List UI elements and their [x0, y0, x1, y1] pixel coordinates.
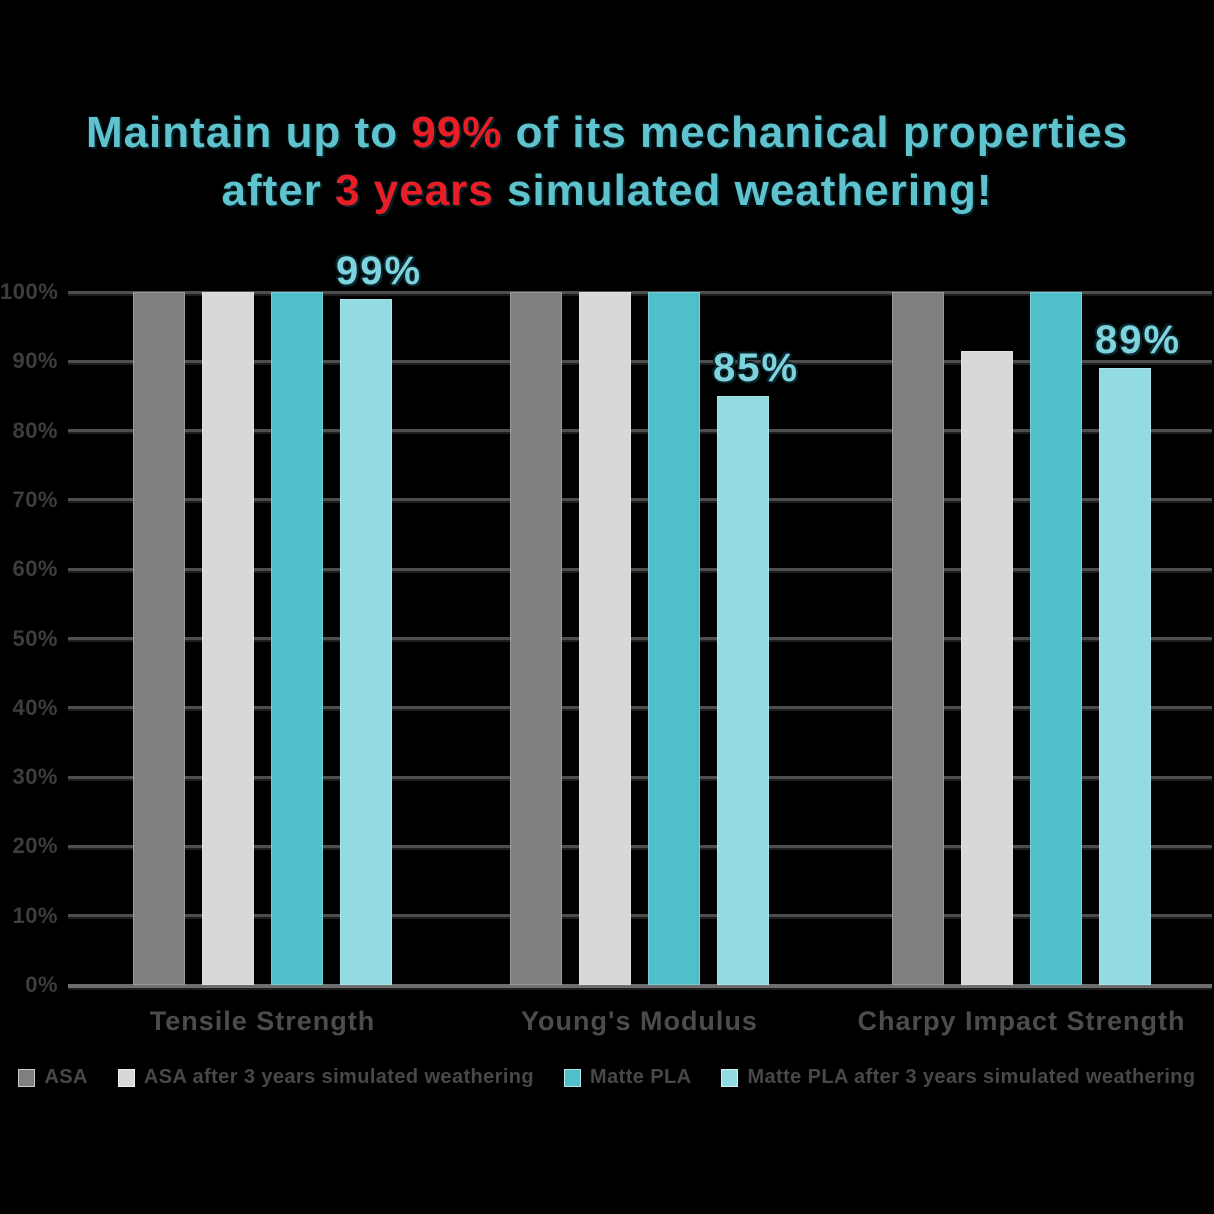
legend-item-asa: ASA: [18, 1066, 87, 1089]
legend-item-matte-pla-after-3-years-simulated-weathering: Matte PLA after 3 years simulated weathe…: [721, 1066, 1195, 1089]
bar-asa-after-3-years-simulated-weathering-charpy-impact-strength: [961, 350, 1013, 985]
y-axis-tick-label: 10%: [12, 902, 58, 928]
gridline-40: [68, 706, 1212, 710]
y-axis-tick-label: 100%: [0, 279, 59, 304]
legend-label-matte-pla-after-3-years-simulated-weathering: Matte PLA after 3 years simulated weathe…: [747, 1066, 1196, 1088]
gridline-90: [68, 359, 1212, 363]
title-text-teal: simulated weathering!: [493, 166, 993, 215]
legend-swatch-asa-after-3-years-simulated-weathering: [117, 1068, 135, 1087]
category-label-young-s-modulus: Young's Modulus: [521, 1006, 758, 1036]
y-axis-tick-label: 70%: [12, 486, 58, 512]
bar-matte-pla-young-s-modulus: [648, 292, 700, 985]
gridline-20: [68, 844, 1212, 848]
legend: ASA ASA after 3 years simulated weatherin…: [0, 1066, 1214, 1089]
bar-asa-young-s-modulus: [510, 292, 562, 985]
gridline-80: [68, 429, 1212, 433]
gridline-50: [68, 637, 1212, 640]
legend-swatch-asa: [18, 1068, 36, 1087]
legend-swatch-matte-pla-after-3-years-simulated-weathering: [721, 1068, 739, 1087]
bar-asa-charpy-impact-strength: [892, 292, 944, 985]
title-line-2: after 3 years simulated weathering!: [0, 162, 1214, 220]
bar-matte-pla-after-3-years-simulated-weathering-tensile-strength: [340, 298, 392, 985]
bar-asa-tensile-strength: [133, 292, 185, 985]
y-axis-tick-label: 90%: [12, 348, 58, 374]
legend-label-asa: ASA: [44, 1066, 88, 1088]
title-text-teal: of its mechanical properties: [502, 108, 1129, 157]
legend-item-matte-pla: Matte PLA: [564, 1066, 691, 1089]
legend-swatch-matte-pla: [564, 1068, 582, 1087]
title-text-red-3-years: 3 years: [335, 166, 494, 215]
bar-asa-after-3-years-simulated-weathering-young-s-modulus: [579, 292, 631, 985]
bar-matte-pla-after-3-years-simulated-weathering-young-s-modulus: [717, 395, 769, 985]
bar-value-label-89: 89%: [1095, 318, 1182, 363]
title-text-teal: Maintain up to: [85, 108, 412, 157]
title-text-red-99: 99%: [411, 108, 503, 157]
y-axis-tick-label: 60%: [12, 556, 58, 582]
gridline-30: [68, 775, 1212, 779]
bar-matte-pla-after-3-years-simulated-weathering-charpy-impact-strength: [1099, 368, 1151, 985]
y-axis-tick-label: 20%: [12, 833, 58, 859]
x-axis-line: [68, 983, 1212, 988]
bar-matte-pla-charpy-impact-strength: [1030, 292, 1082, 985]
title-line-1: Maintain up to 99% of its mechanical pro…: [0, 104, 1214, 162]
legend-item-asa-after-3-years-simulated-weathering: ASA after 3 years simulated weathering: [117, 1066, 535, 1089]
category-label-charpy-impact-strength: Charpy Impact Strength: [857, 1006, 1186, 1036]
gridline-100: [68, 290, 1212, 294]
gridline-60: [68, 567, 1212, 571]
bar-asa-after-3-years-simulated-weathering-tensile-strength: [202, 292, 254, 985]
bar-matte-pla-tensile-strength: [271, 292, 323, 985]
y-axis-tick-label: 80%: [12, 417, 58, 443]
y-axis-tick-label: 50%: [12, 625, 58, 651]
legend-label-asa-after-3-years-simulated-weathering: ASA after 3 years simulated weathering: [143, 1066, 535, 1088]
y-axis-tick-label: 30%: [12, 764, 58, 790]
category-label-tensile-strength: Tensile Strength: [149, 1006, 376, 1036]
gridline-70: [68, 498, 1212, 502]
y-axis-tick-label: 0%: [25, 972, 58, 997]
chart-title: Maintain up to 99% of its mechanical pro…: [0, 104, 1214, 220]
legend-label-matte-pla: Matte PLA: [590, 1066, 692, 1088]
gridline-10: [68, 914, 1212, 918]
bar-value-label-85: 85%: [713, 345, 800, 390]
y-axis-tick-label: 40%: [12, 694, 58, 720]
bar-value-label-99: 99%: [336, 248, 423, 293]
title-text-teal: after: [221, 166, 336, 215]
